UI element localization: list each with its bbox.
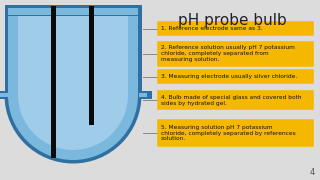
FancyBboxPatch shape bbox=[157, 90, 314, 110]
Wedge shape bbox=[18, 95, 128, 150]
Bar bbox=[8, 8, 138, 95]
Bar bbox=[0, 91, 9, 99]
FancyBboxPatch shape bbox=[157, 119, 314, 147]
Wedge shape bbox=[8, 95, 138, 160]
Text: 3. Measuring electrode usually silver chloride.: 3. Measuring electrode usually silver ch… bbox=[161, 74, 297, 79]
Bar bbox=[139, 93, 147, 97]
Text: 4: 4 bbox=[310, 168, 315, 177]
Bar bbox=[8, 8, 138, 15]
Text: 1. Reference electrode same as 3.: 1. Reference electrode same as 3. bbox=[161, 26, 263, 31]
FancyBboxPatch shape bbox=[157, 41, 314, 67]
FancyBboxPatch shape bbox=[157, 21, 314, 36]
Bar bbox=[51, 6, 56, 158]
Text: 4. Bulb made of special glass and covered both
sides by hydrated gel.: 4. Bulb made of special glass and covere… bbox=[161, 94, 301, 105]
Bar bbox=[18, 13, 128, 95]
Bar bbox=[4, 4, 141, 95]
Bar bbox=[0, 93, 8, 97]
Text: 2. Reference solution usually pH 7 potassium
chloride, completely separated from: 2. Reference solution usually pH 7 potas… bbox=[161, 46, 295, 62]
Wedge shape bbox=[4, 95, 141, 163]
Text: 5. Measuring solution pH 7 potassium
chloride, completely separated by reference: 5. Measuring solution pH 7 potassium chl… bbox=[161, 125, 296, 141]
Bar bbox=[89, 6, 94, 125]
Bar bbox=[4, 4, 141, 16]
FancyBboxPatch shape bbox=[157, 69, 314, 84]
Bar bbox=[138, 91, 151, 99]
Text: pH probe bulb: pH probe bulb bbox=[178, 13, 286, 28]
